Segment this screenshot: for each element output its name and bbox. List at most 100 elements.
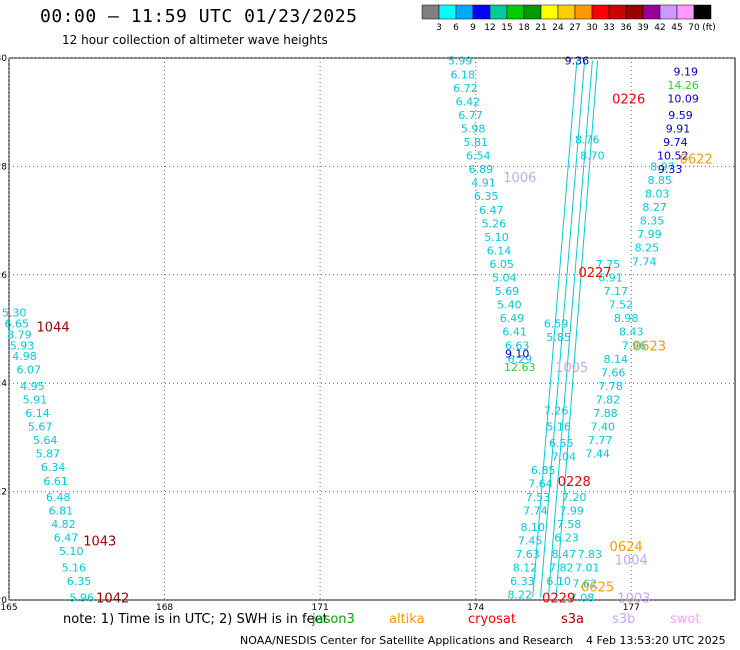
wave-height-value: 8.76: [575, 133, 600, 146]
scale-tick-label: 9: [470, 23, 476, 33]
wave-height-value: 8.97: [650, 160, 675, 173]
wave-height-value: 8.43: [619, 326, 644, 339]
wave-height-value: 7.74: [632, 255, 657, 268]
wave-height-value: 6.49: [500, 312, 525, 325]
altimeter-track-line: [540, 60, 586, 598]
x-tick-label: 165: [0, 603, 17, 613]
wave-height-value: 6.91: [598, 272, 623, 285]
wave-height-value: 6.35: [67, 575, 92, 588]
wave-height-value: 6.65: [5, 318, 30, 331]
legend-sat-jason3: jason3: [312, 612, 355, 627]
scale-tick-label: 30: [586, 23, 598, 33]
pass-label: 0229: [542, 591, 575, 606]
pass-label: 1004: [615, 553, 648, 568]
wave-height-value: 7.20: [562, 491, 587, 504]
wave-height-value: 5.40: [497, 299, 522, 312]
x-tick-label: 177: [623, 603, 640, 613]
legend-sat-cryosat: cryosat: [468, 612, 516, 627]
wave-height-value: 7.99: [559, 505, 584, 518]
wave-height-value: 5.16: [62, 561, 87, 574]
chart-subtitle: 12 hour collection of altimeter wave hei…: [62, 33, 328, 47]
y-tick-label: 30: [0, 54, 7, 64]
wave-height-value: 12.63: [504, 361, 536, 374]
wave-height-value: 6.34: [41, 461, 66, 474]
scale-swatch: [608, 4, 627, 20]
wave-height-value: 5.64: [33, 434, 58, 447]
wave-height-value: 7.75: [596, 258, 621, 271]
scale-tick-label: 6: [453, 23, 459, 33]
wave-height-value: 6.59: [544, 318, 569, 331]
scale-tick-label: 18: [518, 23, 530, 33]
wave-height-value: 6.61: [43, 475, 68, 488]
wave-height-value: 6.47: [479, 204, 504, 217]
wave-height-value: 7.63: [515, 548, 540, 561]
wave-height-value: 5.91: [23, 393, 48, 406]
scale-swatch: [574, 4, 593, 20]
wave-height-value: 8.10: [521, 521, 546, 534]
wave-height-value: 8.22: [508, 589, 533, 602]
scale-tick-label: 39: [637, 23, 649, 33]
pass-label: 0624: [610, 540, 643, 555]
pass-label: 0623: [633, 339, 666, 354]
wave-height-value: 5.81: [463, 136, 488, 149]
wave-height-value: 8.27: [642, 201, 667, 214]
scale-tick-label: 15: [501, 23, 512, 33]
scale-tick-label: 33: [603, 23, 614, 33]
wave-height-value: 7.88: [593, 407, 618, 420]
wave-height-value: 6.42: [456, 95, 481, 108]
chart-title: 00:00 – 11:59 UTC 01/23/2025: [40, 6, 358, 27]
scale-swatch: [438, 4, 457, 20]
wave-height-value: 7.64: [528, 477, 553, 490]
wave-height-value: 8.85: [648, 174, 673, 187]
wave-height-value: 6.07: [16, 364, 41, 377]
scale-tick-label: 21: [535, 23, 546, 33]
wave-height-value: 7.99: [637, 228, 662, 241]
pass-label: 1005: [555, 361, 588, 376]
legend-sat-swot: swot: [670, 612, 701, 627]
wave-height-value: 5.10: [59, 545, 84, 558]
wave-height-value: 7.58: [557, 518, 582, 531]
wave-height-value: 9.19: [673, 66, 698, 79]
wave-height-value: 6.18: [451, 68, 476, 81]
scale-swatch: [421, 4, 440, 20]
wave-height-value: 9.10: [505, 347, 530, 360]
wave-height-value: 7.08: [570, 591, 595, 604]
scale-swatch: [506, 4, 525, 20]
pass-label: 1042: [96, 591, 129, 606]
scale-tick-label: 42: [654, 23, 665, 33]
wave-height-value: 6.89: [469, 163, 494, 176]
wave-height-value: 7.77: [588, 434, 613, 447]
wave-height-value: 6.77: [458, 109, 483, 122]
wave-height-value: 6.23: [554, 532, 579, 545]
scale-swatch: [676, 4, 695, 20]
wave-height-value: 6.47: [54, 532, 79, 545]
wave-height-value: 7.01: [575, 561, 600, 574]
wave-height-value: 7.62: [572, 578, 597, 591]
wave-height-value: 8.47: [552, 548, 577, 561]
altimeter-track-line: [547, 60, 593, 598]
scale-swatch: [642, 4, 661, 20]
y-tick-label: 28: [0, 162, 7, 172]
wave-height-value: 6.72: [453, 82, 478, 95]
x-tick-label: 168: [156, 603, 173, 613]
wave-height-value: 5.10: [484, 231, 509, 244]
pass-label: 1043: [83, 534, 116, 549]
wave-height-value: 8.12: [513, 561, 538, 574]
y-tick-label: 26: [0, 271, 7, 281]
wave-height-value: 10.09: [667, 93, 699, 106]
wave-height-value: 5.26: [482, 217, 507, 230]
altimeter-track-line: [532, 60, 578, 598]
wave-height-value: 6.33: [510, 575, 535, 588]
wave-height-value: 8.03: [645, 188, 670, 201]
scale-tick-label: 3: [436, 23, 442, 33]
wave-height-value: 7.52: [609, 299, 634, 312]
wave-height-value: 7.83: [578, 548, 603, 561]
scale-unit-label: (ft): [702, 23, 716, 33]
wave-height-value: 6.41: [502, 326, 527, 339]
wave-height-value: 6.10: [546, 575, 571, 588]
wave-height-value: 7.74: [523, 505, 548, 518]
scale-swatch: [523, 4, 542, 20]
y-tick-label: 24: [0, 379, 7, 389]
legend-sat-s3b: s3b: [612, 612, 636, 627]
